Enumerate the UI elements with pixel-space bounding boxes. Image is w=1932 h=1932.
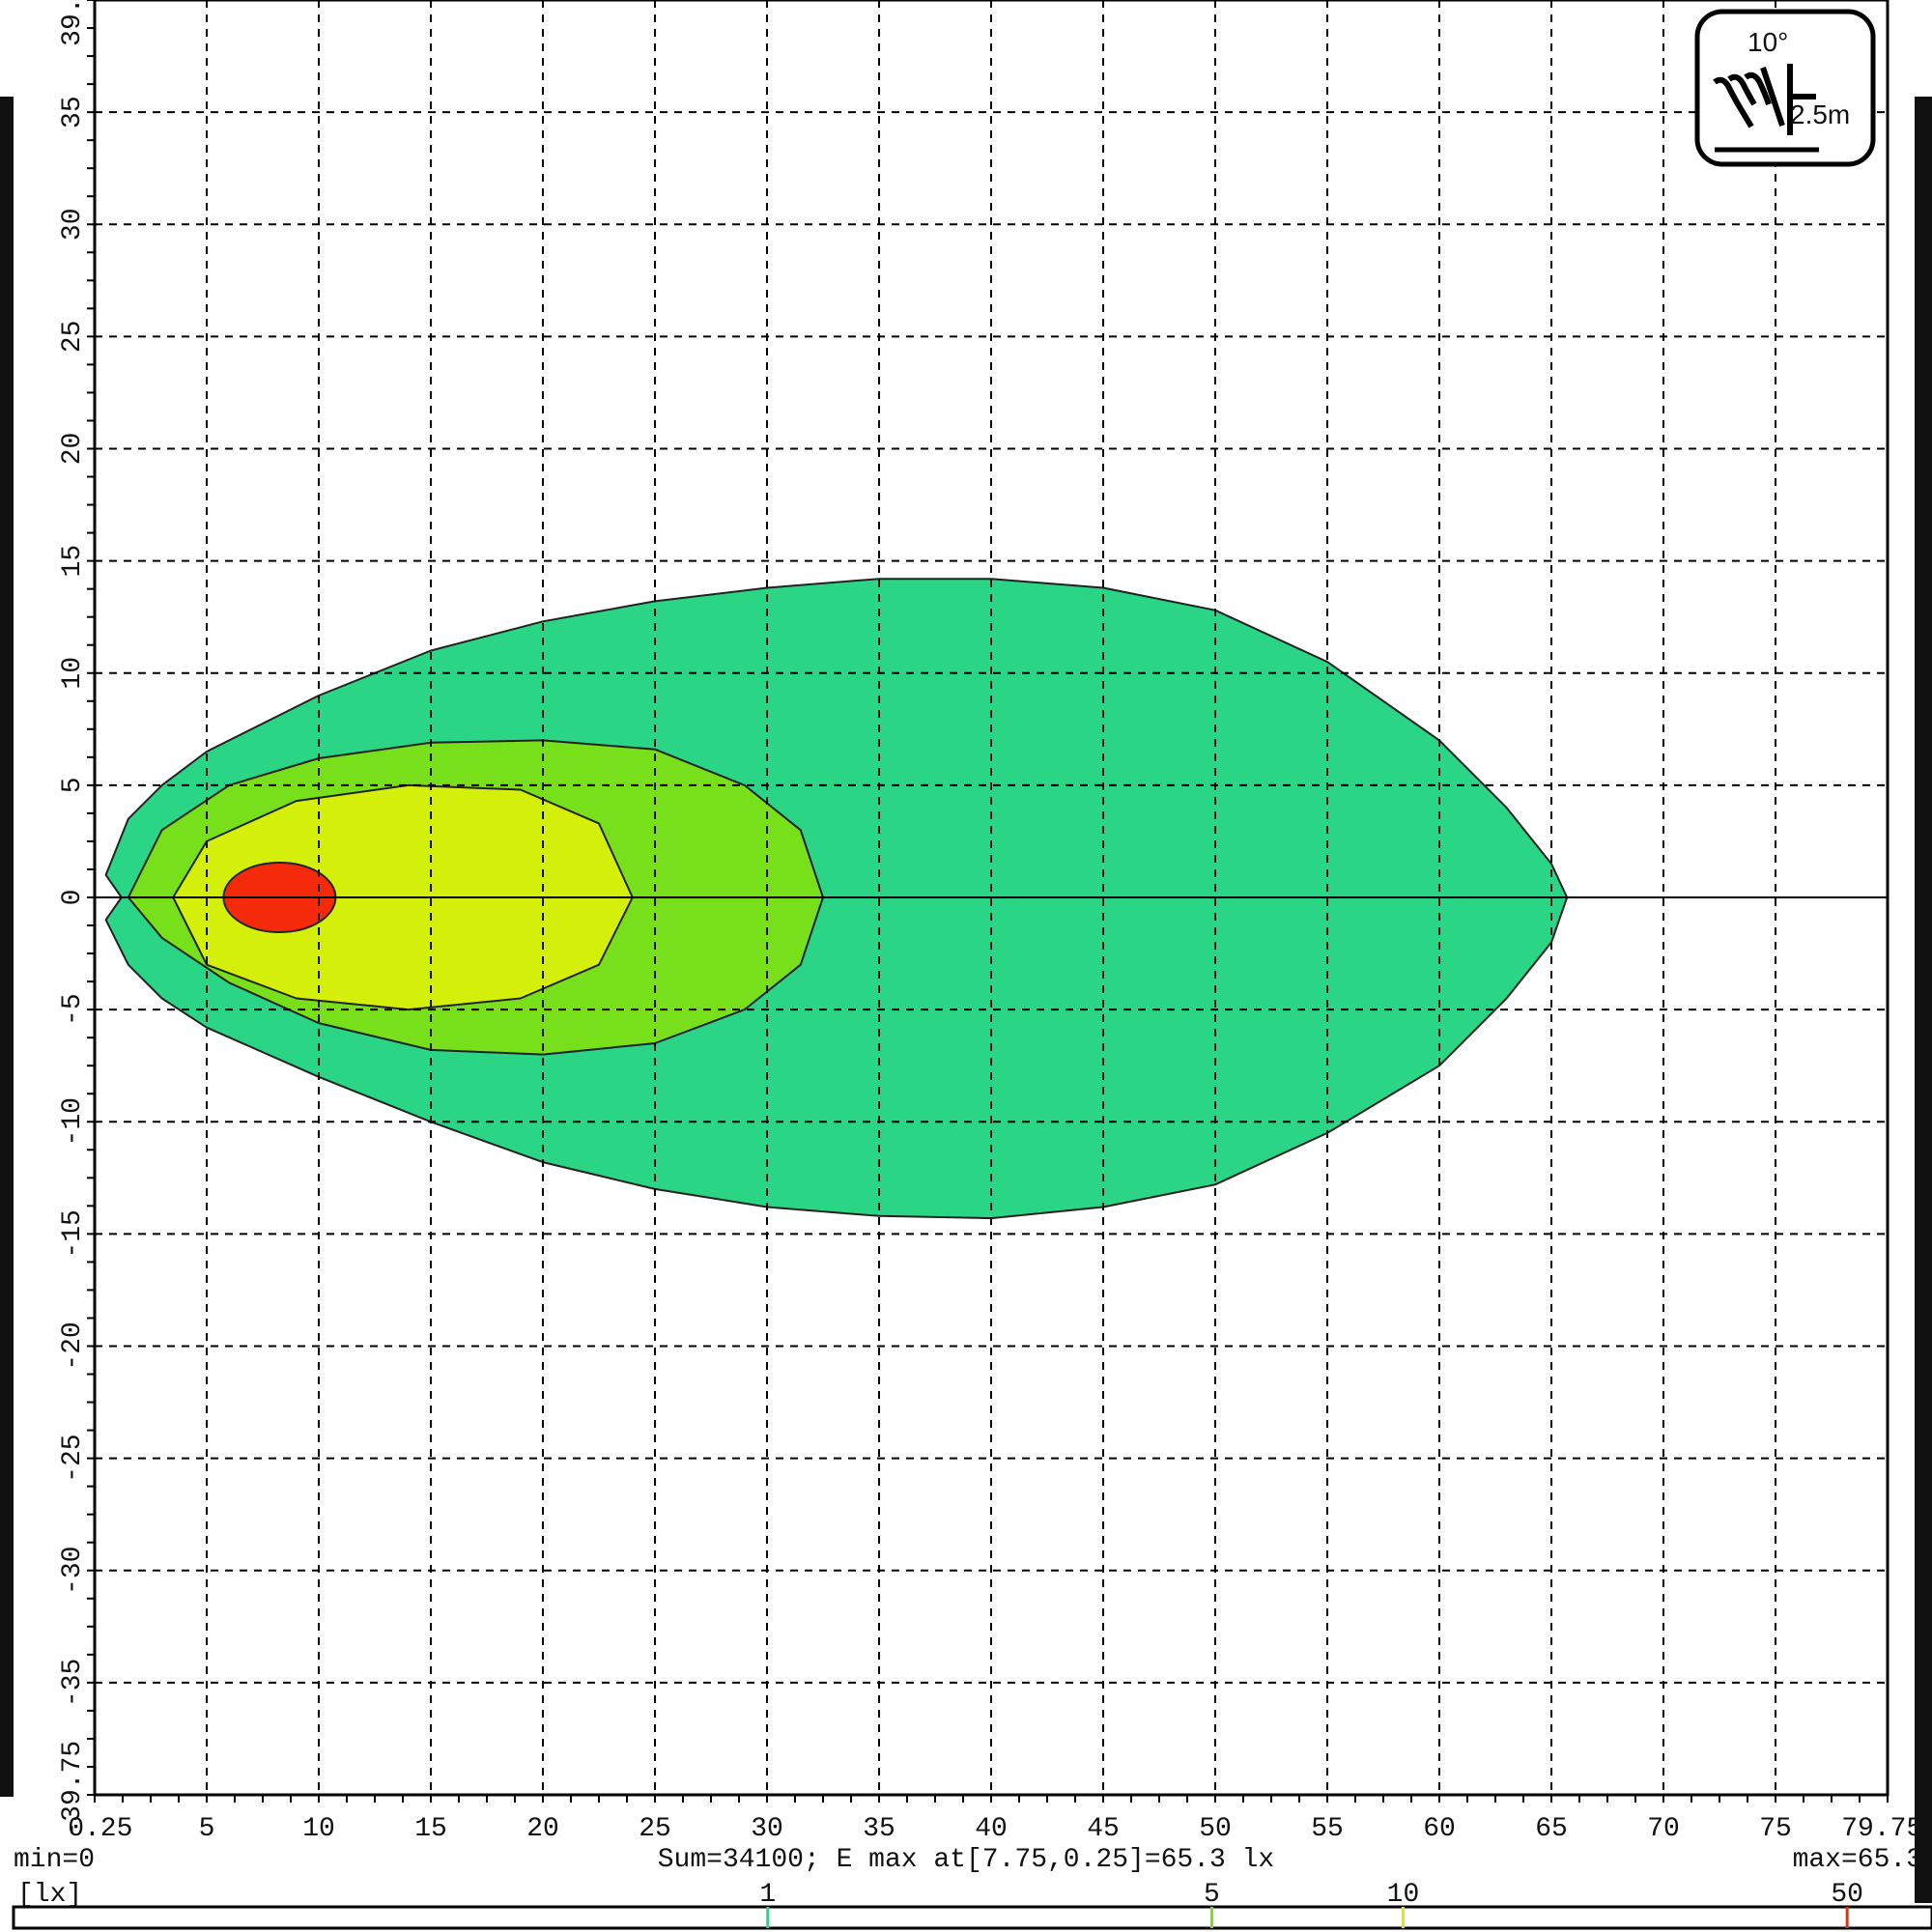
y-tick-labels: -39.75 -35 -30 -25 -20 -15 -10 -5 0 5 10 15 20 25 30 35… [58, 0, 88, 1838]
min-label: min=0 [14, 1845, 95, 1875]
x-tick-label: 0.25 [68, 1814, 132, 1844]
x-tick-label: 60 [1423, 1814, 1456, 1844]
x-tick-label: 55 [1311, 1814, 1344, 1844]
x-tick-label: 10 [302, 1814, 335, 1844]
x-tick-label: 25 [639, 1814, 671, 1844]
legend-label: 5 [1204, 1880, 1220, 1910]
axis-ticks [87, 0, 1889, 1803]
y-tick-label: 39.75 [58, 0, 88, 46]
x-tick-label: 65 [1535, 1814, 1568, 1844]
y-tick-label: -35 [58, 1659, 88, 1707]
y-tick-label: 0 [58, 890, 88, 906]
legend-scale: 1 5 10 50 [12, 1880, 1932, 1930]
y-tick-label: 20 [58, 433, 88, 466]
x-tick-label: 20 [526, 1814, 559, 1844]
y-tick-label: 35 [58, 96, 88, 128]
y-tick-label: -39.75 [58, 1741, 88, 1838]
y-tick-label: 30 [58, 208, 88, 241]
x-tick-label: 45 [1087, 1814, 1120, 1844]
y-tick-label: -15 [58, 1209, 88, 1258]
y-tick-label: 25 [58, 321, 88, 354]
legend-bar [12, 1905, 1932, 1930]
legend-label: 50 [1831, 1880, 1863, 1910]
photo-edge-left [0, 97, 14, 1797]
legend-label: 1 [759, 1880, 776, 1910]
x-tick-label: 79.75 [1841, 1814, 1922, 1844]
y-tick-label: -5 [58, 993, 88, 1026]
y-tick-label: -30 [58, 1547, 88, 1595]
x-tick-label: 5 [199, 1814, 215, 1844]
x-tick-label: 40 [975, 1814, 1008, 1844]
grid [95, 0, 1888, 1795]
x-tick-label: 15 [414, 1814, 447, 1844]
summary-label: Sum=34100; E max at[7.75,0.25]=65.3 lx [658, 1845, 1275, 1875]
x-tick-labels: 0.25 5 10 15 20 25 30 35 40 45 50 55 60 65 70 75 79.75 [68, 1814, 1922, 1844]
x-tick-label: 70 [1647, 1814, 1680, 1844]
x-tick-label: 30 [751, 1814, 783, 1844]
unit-label: [lx] [17, 1880, 82, 1910]
x-tick-label: 75 [1759, 1814, 1792, 1844]
badge-height: 2.5m [1790, 99, 1850, 129]
badge-angle: 10° [1747, 27, 1788, 57]
max-label: max=65.3 [1793, 1845, 1922, 1875]
y-tick-label: -25 [58, 1434, 88, 1482]
x-tick-label: 35 [863, 1814, 895, 1844]
y-tick-label: -10 [58, 1097, 88, 1146]
legend-label: 10 [1387, 1880, 1420, 1910]
y-tick-label: 15 [58, 545, 88, 578]
beam-angle-icon: 10° 2.5m [1694, 9, 1876, 167]
y-tick-label: 5 [58, 777, 88, 793]
y-tick-label: 10 [58, 657, 88, 690]
x-tick-label: 50 [1199, 1814, 1232, 1844]
y-tick-label: -20 [58, 1321, 88, 1370]
photo-edge-right [1915, 97, 1932, 1903]
